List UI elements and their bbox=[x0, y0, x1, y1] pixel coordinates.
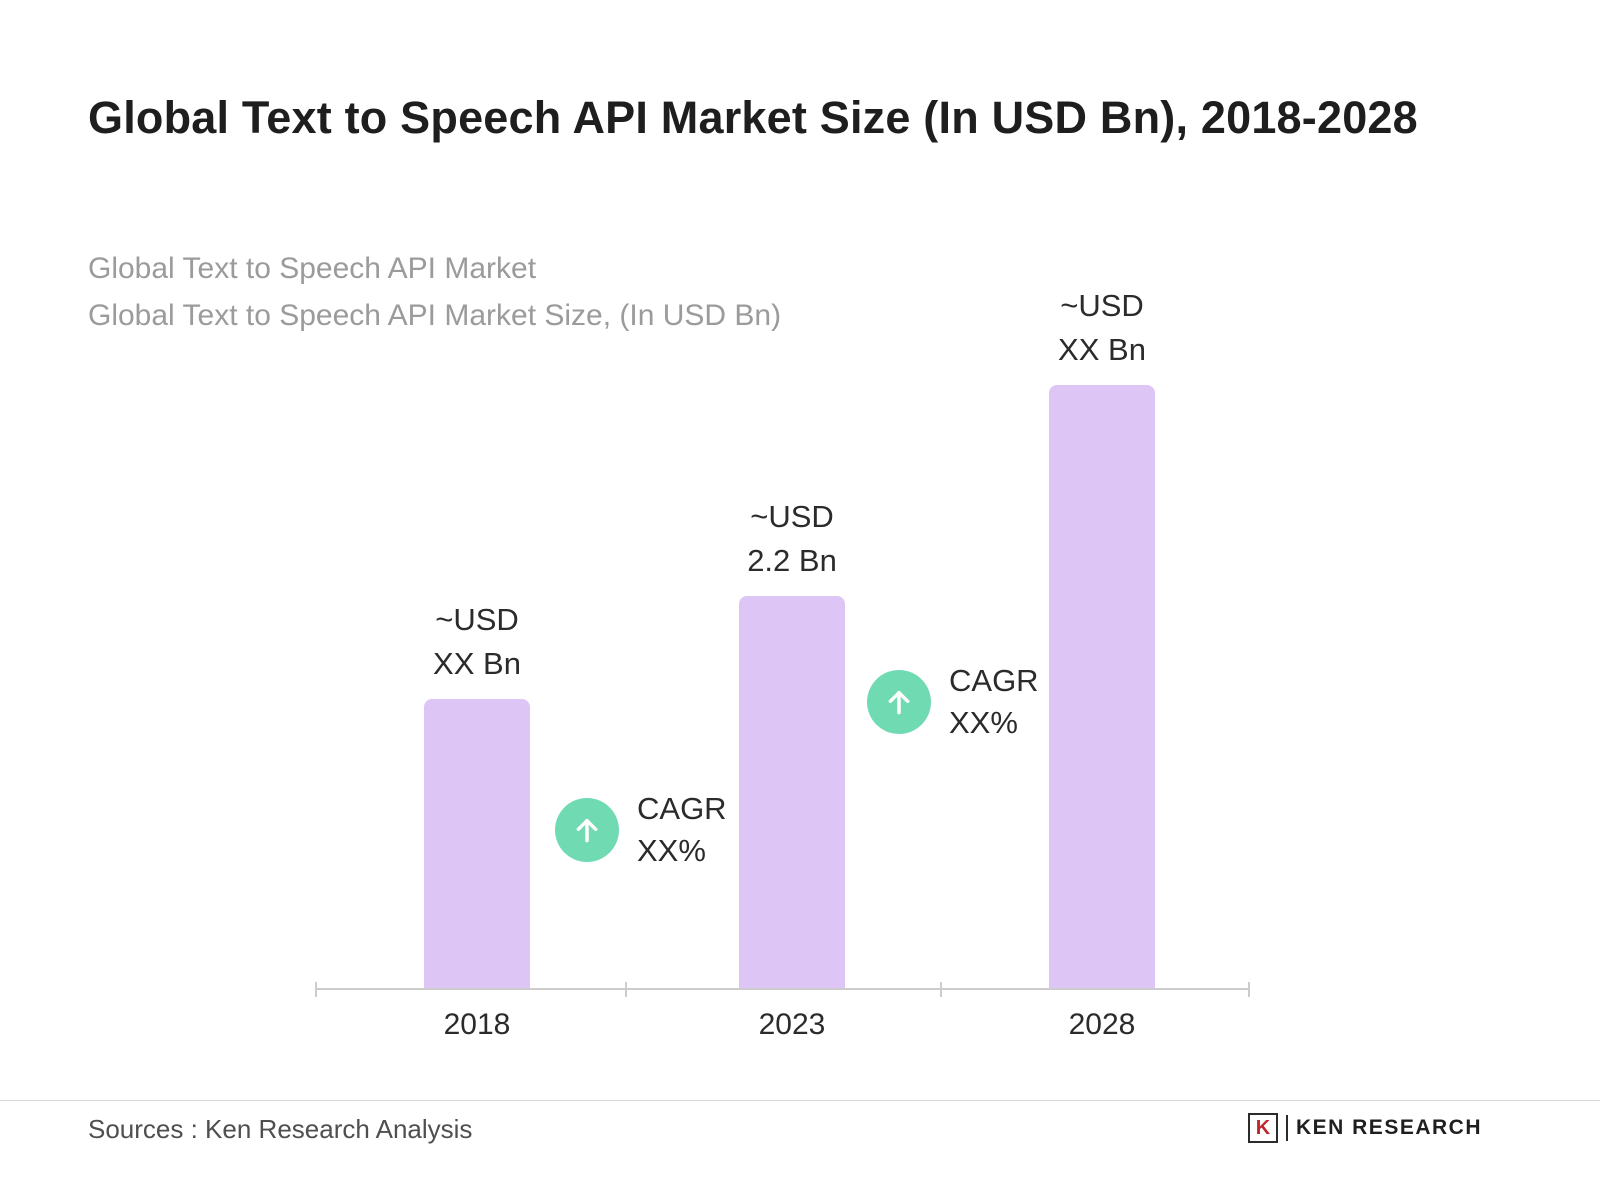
cagr-annotation-text: CAGR XX% bbox=[949, 660, 1039, 744]
value-label-line: ~USD bbox=[750, 499, 834, 535]
x-axis bbox=[315, 988, 1250, 990]
cagr-value: XX% bbox=[637, 833, 706, 869]
value-label-line: XX Bn bbox=[433, 645, 521, 681]
x-axis-label-2028: 2028 bbox=[1068, 1008, 1136, 1041]
cagr-annotation-text: CAGR XX% bbox=[637, 788, 727, 872]
bar-value-label-2023: ~USD 2.2 Bn bbox=[682, 495, 902, 582]
logo-separator bbox=[1285, 1115, 1288, 1141]
sources-text: Sources : Ken Research Analysis bbox=[88, 1114, 473, 1144]
value-label-line: 2.2 Bn bbox=[747, 542, 837, 578]
subtitle-line-2: Global Text to Speech API Market Size, (… bbox=[88, 298, 782, 332]
bar-2023 bbox=[739, 596, 845, 988]
arrow-up-circle-icon bbox=[555, 798, 619, 863]
x-axis-label-2023: 2023 bbox=[758, 1008, 826, 1041]
footer-divider bbox=[0, 1100, 1600, 1101]
value-label-line: ~USD bbox=[1060, 288, 1144, 324]
brand-name: KEN RESEARCH bbox=[1295, 1116, 1482, 1139]
bar-2028 bbox=[1049, 385, 1155, 988]
cagr-value: XX% bbox=[949, 705, 1018, 741]
bar-2018 bbox=[424, 699, 530, 988]
x-axis-label-2018: 2018 bbox=[443, 1008, 511, 1041]
value-label-line: XX Bn bbox=[1058, 331, 1146, 367]
axis-tick bbox=[315, 982, 317, 997]
ken-research-logo-icon: K bbox=[1247, 1113, 1278, 1143]
cagr-label: CAGR bbox=[949, 663, 1039, 699]
cagr-annotation-2: CAGR XX% bbox=[867, 660, 1039, 744]
subtitle-line-1: Global Text to Speech API Market bbox=[88, 252, 537, 285]
bar-value-label-2018: ~USD XX Bn bbox=[367, 598, 587, 685]
axis-tick bbox=[625, 982, 627, 997]
value-label-line: ~USD bbox=[435, 602, 519, 638]
logo-letter: K bbox=[1255, 1116, 1271, 1139]
arrow-up-circle-icon bbox=[867, 670, 931, 735]
bar-value-label-2028: ~USD XX Bn bbox=[992, 284, 1212, 371]
axis-tick bbox=[940, 982, 942, 997]
ken-research-logo: K KEN RESEARCH bbox=[1247, 1110, 1482, 1146]
chart-subtitle: Global Text to Speech API Market Global … bbox=[88, 246, 781, 339]
cagr-label: CAGR bbox=[637, 791, 727, 827]
cagr-annotation-1: CAGR XX% bbox=[555, 788, 727, 872]
bar-chart: ~USD XX Bn ~USD 2.2 Bn ~USD XX Bn CAGR X… bbox=[315, 288, 1250, 1041]
page-title: Global Text to Speech API Market Size (I… bbox=[88, 92, 1418, 144]
axis-tick bbox=[1248, 982, 1250, 997]
